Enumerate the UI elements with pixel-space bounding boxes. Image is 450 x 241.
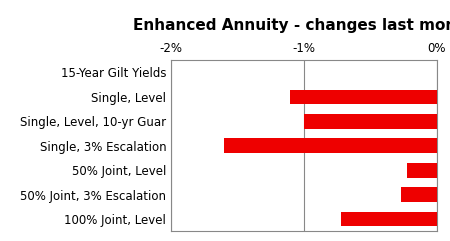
Bar <box>341 212 436 227</box>
Bar <box>291 90 436 104</box>
Bar <box>407 163 436 178</box>
Bar <box>224 139 436 153</box>
Bar <box>304 114 436 129</box>
Bar <box>400 187 436 202</box>
Title: Enhanced Annuity - changes last month: Enhanced Annuity - changes last month <box>133 18 450 33</box>
